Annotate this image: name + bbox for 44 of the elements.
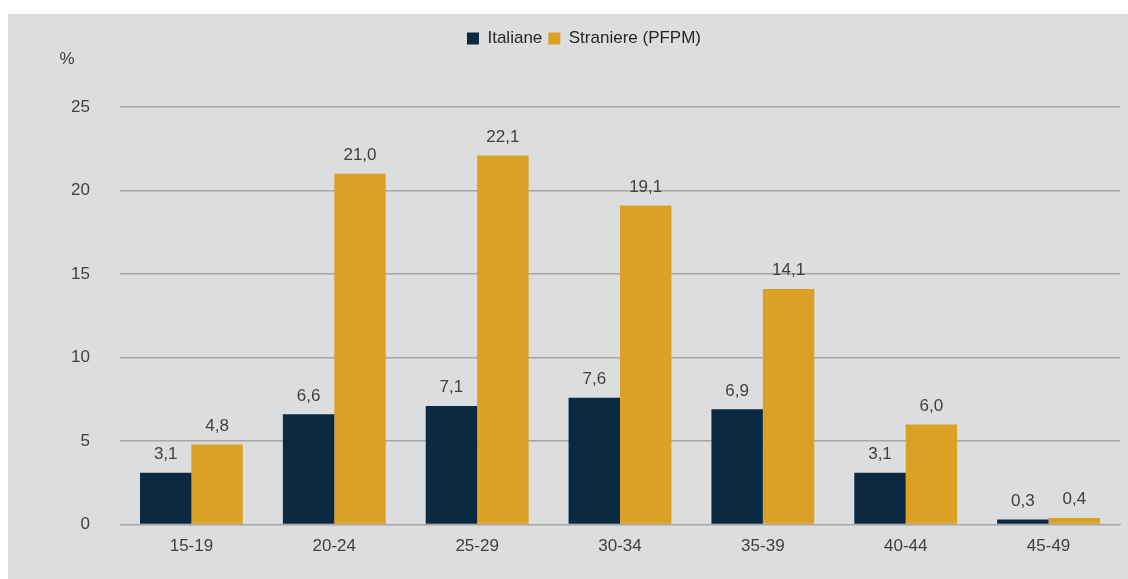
bar (762, 289, 815, 524)
legend-label: Italiane (487, 28, 543, 48)
data-label: 6,9 (725, 380, 749, 400)
bar (620, 205, 672, 524)
legend-label: Straniere (PFPM) (568, 28, 702, 48)
bar (477, 155, 529, 524)
bar (905, 424, 958, 524)
bar (140, 472, 192, 524)
x-tick-label: 25-29 (455, 536, 499, 556)
x-tick-label: 45-49 (1026, 536, 1071, 556)
bar (334, 173, 386, 524)
data-label: 22,1 (486, 126, 520, 146)
data-label: 0,4 (1062, 489, 1087, 509)
x-tick-label: 15-19 (169, 536, 214, 556)
bar (425, 406, 478, 524)
data-label: 14,1 (772, 260, 806, 280)
data-label: 4,8 (205, 415, 229, 435)
y-tick-label: 0 (80, 514, 90, 534)
data-label: 6,0 (919, 395, 944, 415)
bar (997, 519, 1049, 524)
x-tick-label: 20-24 (312, 536, 357, 556)
y-tick-label: 25 (71, 96, 90, 116)
bar (854, 472, 906, 524)
y-axis-title: % (59, 48, 75, 68)
data-label: 19,1 (629, 176, 663, 196)
data-label: 3,1 (153, 444, 178, 464)
data-label: 21,0 (343, 145, 377, 164)
data-label: 0,3 (1011, 490, 1035, 510)
data-label: 6,6 (296, 385, 321, 405)
y-tick-label: 20 (71, 180, 90, 200)
x-tick-label: 30-34 (598, 536, 642, 556)
data-label: 3,1 (868, 444, 892, 464)
bar (711, 409, 763, 524)
bar (282, 414, 335, 524)
bar (568, 397, 620, 524)
y-tick-label: 10 (71, 347, 90, 367)
bar (191, 444, 243, 524)
x-tick-label: 40-44 (883, 536, 928, 556)
x-tick-label: 35-39 (741, 536, 785, 556)
y-tick-label: 5 (80, 430, 90, 450)
y-tick-label: 15 (71, 263, 90, 283)
bar (1048, 517, 1100, 524)
data-label: 7,1 (439, 377, 464, 397)
data-label: 7,6 (582, 368, 607, 388)
